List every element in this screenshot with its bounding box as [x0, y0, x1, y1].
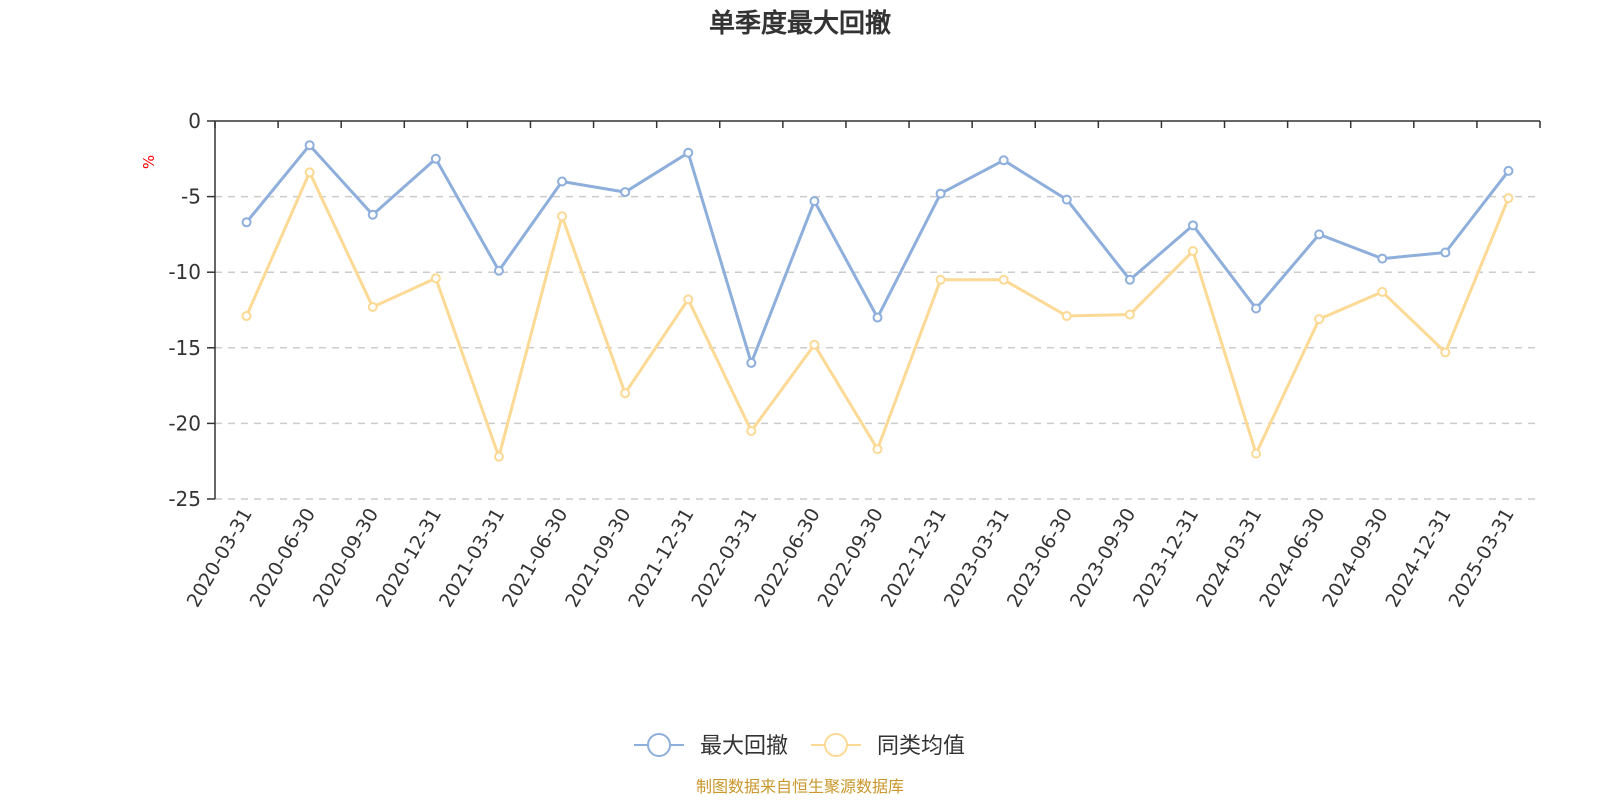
y-tick-labels: 0 -5 -10 -15 -20 -25 — [168, 109, 201, 511]
x-tick-label: 2024-09-30 — [1318, 505, 1392, 612]
y-tick-label: -25 — [168, 487, 201, 511]
data-point-1-12 — [998, 274, 1009, 285]
data-point-0-14 — [1124, 274, 1135, 285]
data-point-0-18 — [1377, 253, 1388, 264]
data-point-0-6 — [620, 187, 631, 198]
x-tick-label: 2022-12-31 — [877, 505, 951, 612]
x-tick-label: 2023-12-31 — [1129, 505, 1203, 612]
axes — [207, 120, 1541, 500]
data-point-0-17 — [1314, 229, 1325, 240]
x-tick-label: 2023-06-30 — [1003, 505, 1077, 612]
x-tick-label: 2024-06-30 — [1255, 505, 1329, 612]
y-tick-label: -15 — [168, 336, 201, 360]
data-point-1-11 — [935, 274, 946, 285]
data-point-1-0 — [241, 311, 252, 322]
data-point-0-19 — [1440, 247, 1451, 258]
data-point-1-15 — [1187, 246, 1198, 257]
data-point-1-3 — [430, 273, 441, 284]
series-lines — [241, 140, 1514, 462]
x-tick-label: 2021-06-30 — [498, 505, 572, 612]
data-point-0-8 — [746, 357, 757, 368]
y-tick-label: -5 — [181, 185, 201, 209]
data-point-1-14 — [1124, 309, 1135, 320]
data-point-0-20 — [1503, 165, 1514, 176]
x-tick-labels: 2020-03-312020-06-302020-09-302020-12-31… — [183, 504, 1519, 611]
data-point-0-5 — [557, 176, 568, 187]
data-point-0-0 — [241, 217, 252, 228]
x-tick-label: 2022-03-31 — [687, 505, 761, 612]
y-tick-label: -20 — [168, 411, 201, 435]
y-axis-unit: % — [140, 155, 158, 169]
data-point-0-2 — [367, 209, 378, 220]
y-tick-label: 0 — [188, 109, 201, 133]
x-tick-label: 2021-12-31 — [624, 505, 698, 612]
x-tick-label: 2022-09-30 — [814, 505, 888, 612]
data-point-1-2 — [367, 301, 378, 312]
data-point-1-20 — [1503, 193, 1514, 204]
x-tick-label: 2024-03-31 — [1192, 505, 1266, 612]
x-tick-label: 2020-03-31 — [183, 505, 257, 612]
source-note: 制图数据来自恒生聚源数据库 — [696, 777, 904, 796]
legend-marker-0 — [647, 733, 671, 757]
data-point-1-1 — [304, 167, 315, 178]
data-point-1-18 — [1377, 286, 1388, 297]
data-point-0-16 — [1251, 303, 1262, 314]
x-tick-label: 2024-12-31 — [1381, 505, 1455, 612]
data-point-1-16 — [1251, 448, 1262, 459]
data-point-0-1 — [304, 140, 315, 151]
data-point-0-13 — [1061, 194, 1072, 205]
x-tick-label: 2023-03-31 — [940, 504, 1014, 611]
x-tick-label: 2023-09-30 — [1066, 505, 1140, 612]
data-point-1-6 — [620, 388, 631, 399]
data-point-0-11 — [935, 188, 946, 199]
data-point-0-7 — [683, 147, 694, 158]
data-point-0-9 — [809, 196, 820, 207]
data-point-1-5 — [557, 211, 568, 222]
data-point-0-4 — [493, 265, 504, 276]
data-point-0-3 — [430, 153, 441, 164]
data-point-1-9 — [809, 339, 820, 350]
legend-label-1: 同类均值 — [877, 734, 965, 759]
data-point-1-13 — [1061, 311, 1072, 322]
legend-label-0: 最大回撤 — [700, 734, 788, 759]
data-point-0-10 — [872, 312, 883, 323]
x-tick-label: 2020-12-31 — [372, 505, 446, 612]
y-tick-label: -10 — [168, 260, 201, 284]
data-point-1-7 — [683, 294, 694, 305]
x-tick-label: 2020-06-30 — [246, 505, 320, 612]
x-tick-label: 2021-03-31 — [435, 505, 509, 612]
data-point-0-15 — [1187, 220, 1198, 231]
data-point-1-19 — [1440, 347, 1451, 358]
x-tick-label: 2020-09-30 — [309, 505, 383, 612]
chart-title: 单季度最大回撤 — [709, 8, 891, 39]
data-point-0-12 — [998, 155, 1009, 166]
legend: 最大回撤 同类均值 — [634, 733, 965, 759]
data-point-1-17 — [1314, 314, 1325, 325]
x-tick-label: 2022-06-30 — [750, 505, 824, 612]
data-point-1-10 — [872, 444, 883, 455]
data-point-1-8 — [746, 425, 757, 436]
x-tick-label: 2021-09-30 — [561, 505, 635, 612]
data-point-1-4 — [493, 451, 504, 462]
x-tick-label: 2025-03-31 — [1445, 505, 1519, 612]
series-line-0 — [245, 143, 1510, 365]
legend-marker-1 — [824, 733, 848, 757]
